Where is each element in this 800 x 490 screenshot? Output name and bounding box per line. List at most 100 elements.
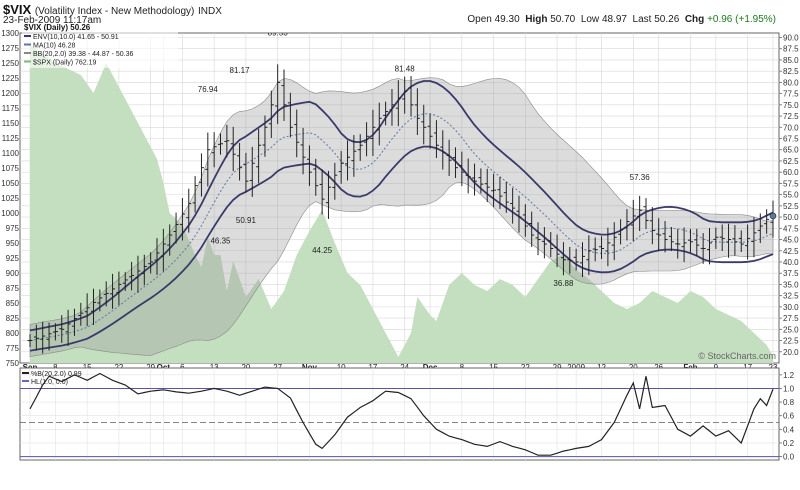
right-axis-label: 47.5 bbox=[783, 224, 799, 233]
ind-axis-label: 0.8 bbox=[783, 398, 795, 407]
left-axis-label: 825 bbox=[6, 314, 20, 323]
right-axis-label: 67.5 bbox=[783, 135, 799, 144]
left-axis-label: 1300 bbox=[1, 29, 19, 38]
left-axis-label: 1250 bbox=[1, 59, 19, 68]
right-axis-label: 75.0 bbox=[783, 101, 799, 110]
ind-axis-label: 0.2 bbox=[783, 439, 795, 448]
ind-axis-label: 0.0 bbox=[783, 453, 795, 462]
right-axis-label: 55.0 bbox=[783, 191, 799, 200]
right-axis-label: 62.5 bbox=[783, 157, 799, 166]
main-legend-bg bbox=[22, 24, 178, 68]
left-axis-label: 1150 bbox=[2, 119, 20, 128]
left-axis-label: 775 bbox=[6, 344, 20, 353]
indicator-panel bbox=[19, 367, 780, 461]
main-chart-title: $VIX (Daily) 50.26 bbox=[24, 23, 91, 32]
left-axis-label: 1025 bbox=[1, 194, 19, 203]
exchange: INDX bbox=[197, 6, 222, 17]
left-axis-label: 1275 bbox=[1, 44, 19, 53]
ma10-line bbox=[29, 113, 774, 342]
envelope-upper bbox=[29, 80, 774, 332]
price-annotation: 76.94 bbox=[198, 85, 219, 94]
right-axis-label: 70.0 bbox=[783, 123, 799, 132]
right-axis-label: 22.5 bbox=[783, 337, 799, 346]
right-axis-label: 30.0 bbox=[783, 303, 799, 312]
ind-axis-label: 1.0 bbox=[783, 384, 795, 393]
left-axis-label: 1175 bbox=[2, 104, 20, 113]
watermark: © StockCharts.com bbox=[698, 351, 776, 361]
legend-entry: ENV(10,10.0) 41.65 - 50.91 bbox=[33, 34, 119, 41]
ind-axis-label: 1.2 bbox=[783, 371, 795, 380]
ind-legend-entry: %B(20,2.0) 0.99 bbox=[31, 371, 82, 378]
left-axis-label: 1050 bbox=[1, 179, 19, 188]
right-axis-label: 27.5 bbox=[783, 314, 799, 323]
right-axis-label: 82.5 bbox=[783, 67, 799, 76]
change-label: Chg bbox=[684, 14, 705, 25]
left-axis-label: 750 bbox=[6, 359, 20, 368]
left-axis-label: 975 bbox=[6, 224, 20, 233]
legend-entry: BB(20,2.0) 39.38 - 44.87 - 50.36 bbox=[33, 51, 134, 58]
legend-entry: $SPX (Daily) 762.19 bbox=[33, 60, 97, 67]
price-annotation: 57.36 bbox=[630, 173, 651, 182]
left-axis-label: 1000 bbox=[1, 209, 19, 218]
last-value: 50.26 bbox=[654, 14, 680, 25]
open-label: Open bbox=[467, 14, 492, 25]
envelope-lower bbox=[29, 145, 774, 352]
price-annotation: 36.88 bbox=[553, 279, 574, 288]
low-value: 48.97 bbox=[601, 14, 627, 25]
chart-title: $VIX (Volatility Index - New Methodology… bbox=[3, 2, 222, 17]
symbol-description: (Volatility Index - New Methodology) bbox=[34, 6, 195, 17]
right-axis-label: 37.5 bbox=[783, 269, 799, 278]
quote-bar: Open 49.30 High 50.70 Low 48.97 Last 50.… bbox=[467, 14, 776, 25]
left-axis-label: 1075 bbox=[1, 164, 19, 173]
left-axis-label: 1100 bbox=[2, 149, 20, 158]
right-axis-label: 32.5 bbox=[783, 292, 799, 301]
right-axis-label: 60.0 bbox=[783, 168, 799, 177]
high-value: 50.70 bbox=[550, 14, 576, 25]
right-axis-label: 80.0 bbox=[783, 78, 799, 87]
right-axis-label: 20.0 bbox=[783, 348, 799, 357]
right-axis-label: 52.5 bbox=[783, 202, 799, 211]
bollinger-band bbox=[29, 77, 774, 358]
right-axis-label: 57.5 bbox=[783, 179, 799, 188]
right-axis-label: 45.0 bbox=[783, 236, 799, 245]
right-axis-label: 50.0 bbox=[783, 213, 799, 222]
left-axis-label: 1225 bbox=[1, 74, 19, 83]
right-axis-label: 87.5 bbox=[783, 45, 799, 54]
right-axis-label: 72.5 bbox=[783, 112, 799, 121]
price-annotation: 81.48 bbox=[395, 65, 416, 74]
right-axis-label: 25.0 bbox=[783, 325, 799, 334]
price-annotation: 44.25 bbox=[312, 246, 333, 255]
timestamp: 23-Feb-2009 11:17am bbox=[3, 15, 102, 26]
right-axis-label: 85.0 bbox=[783, 56, 799, 65]
open-value: 49.30 bbox=[494, 14, 520, 25]
low-label: Low bbox=[580, 14, 600, 25]
ind-axis-label: 0.6 bbox=[783, 412, 795, 421]
ind-axis-label: 0.4 bbox=[783, 425, 795, 434]
percent-b-line bbox=[29, 372, 774, 456]
right-axis-label: 35.0 bbox=[783, 280, 799, 289]
left-axis-label: 850 bbox=[6, 299, 20, 308]
left-axis-label: 900 bbox=[6, 269, 20, 278]
left-axis-label: 1125 bbox=[2, 134, 20, 143]
right-axis-label: 77.5 bbox=[783, 90, 799, 99]
price-annotation: 81.17 bbox=[230, 66, 251, 75]
left-axis-label: 925 bbox=[6, 254, 20, 263]
left-axis-label: 875 bbox=[6, 284, 20, 293]
right-axis-label: 65.0 bbox=[783, 146, 799, 155]
right-axis-label: 42.5 bbox=[783, 247, 799, 256]
change-value: +0.96 (+1.95%) bbox=[707, 14, 776, 25]
right-axis-label: 40.0 bbox=[783, 258, 799, 267]
last-price-marker bbox=[769, 212, 777, 220]
symbol: $VIX bbox=[3, 2, 32, 17]
price-annotation: 89.53 bbox=[268, 29, 289, 38]
high-label: High bbox=[525, 14, 548, 25]
last-label: Last bbox=[632, 14, 652, 25]
left-axis-label: 950 bbox=[6, 239, 20, 248]
left-axis-label: 1200 bbox=[1, 89, 19, 98]
right-axis-label: 90.0 bbox=[783, 33, 799, 42]
price-annotation: 50.91 bbox=[236, 216, 257, 225]
ind-legend-entry: HL(1.0, 0.0) bbox=[31, 379, 68, 386]
price-annotation: 46.35 bbox=[210, 236, 231, 245]
